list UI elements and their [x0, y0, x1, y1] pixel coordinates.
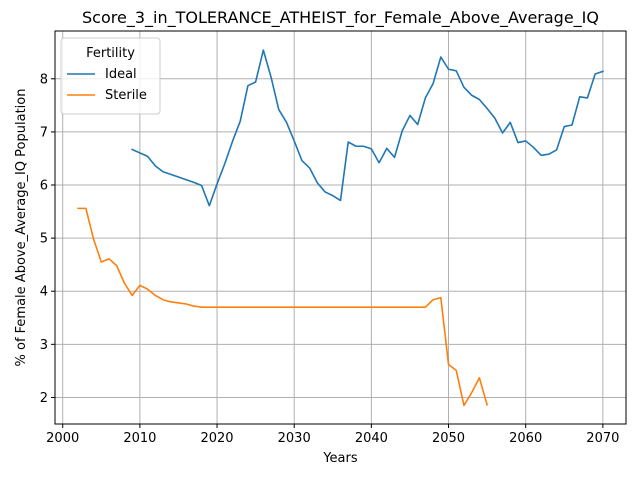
y-axis-label: % of Female Above_Average_IQ Population [14, 89, 29, 367]
x-tick-label: 2000 [46, 431, 79, 446]
x-tick-label: 2020 [200, 431, 233, 446]
series-lines [77, 49, 604, 407]
x-tick-label: 2070 [586, 431, 619, 446]
chart-title: Score_3_in_TOLERANCE_ATHEIST_for_Female_… [82, 8, 599, 28]
y-tick-label: 5 [40, 232, 48, 247]
legend-label-sterile: Sterile [105, 88, 147, 103]
series-line-ideal [131, 49, 604, 207]
x-tick-label: 2050 [432, 431, 465, 446]
legend-label-ideal: Ideal [105, 67, 137, 82]
x-tick-label: 2040 [355, 431, 388, 446]
legend-title: Fertility [86, 46, 135, 61]
y-tick-label: 3 [40, 338, 48, 353]
plot-frame [54, 30, 627, 425]
x-axis-label: Years [322, 451, 358, 466]
x-tick-label: 2060 [509, 431, 542, 446]
legend: Fertility Ideal Sterile [60, 37, 161, 115]
y-tick-label: 8 [40, 72, 48, 87]
y-tick-label: 7 [40, 125, 48, 140]
y-tick-label: 4 [40, 285, 48, 300]
y-tick-label: 6 [40, 179, 48, 194]
series-line-sterile [77, 207, 489, 407]
x-tick-label: 2010 [123, 431, 156, 446]
y-tick-label: 2 [40, 391, 48, 406]
x-tick-label: 2030 [278, 431, 311, 446]
axis-ticks: 2000 2010 2020 2030 2040 2050 2060 2070 2 3 4 5 6 7 8 [40, 72, 620, 446]
grid-lines [55, 31, 626, 424]
